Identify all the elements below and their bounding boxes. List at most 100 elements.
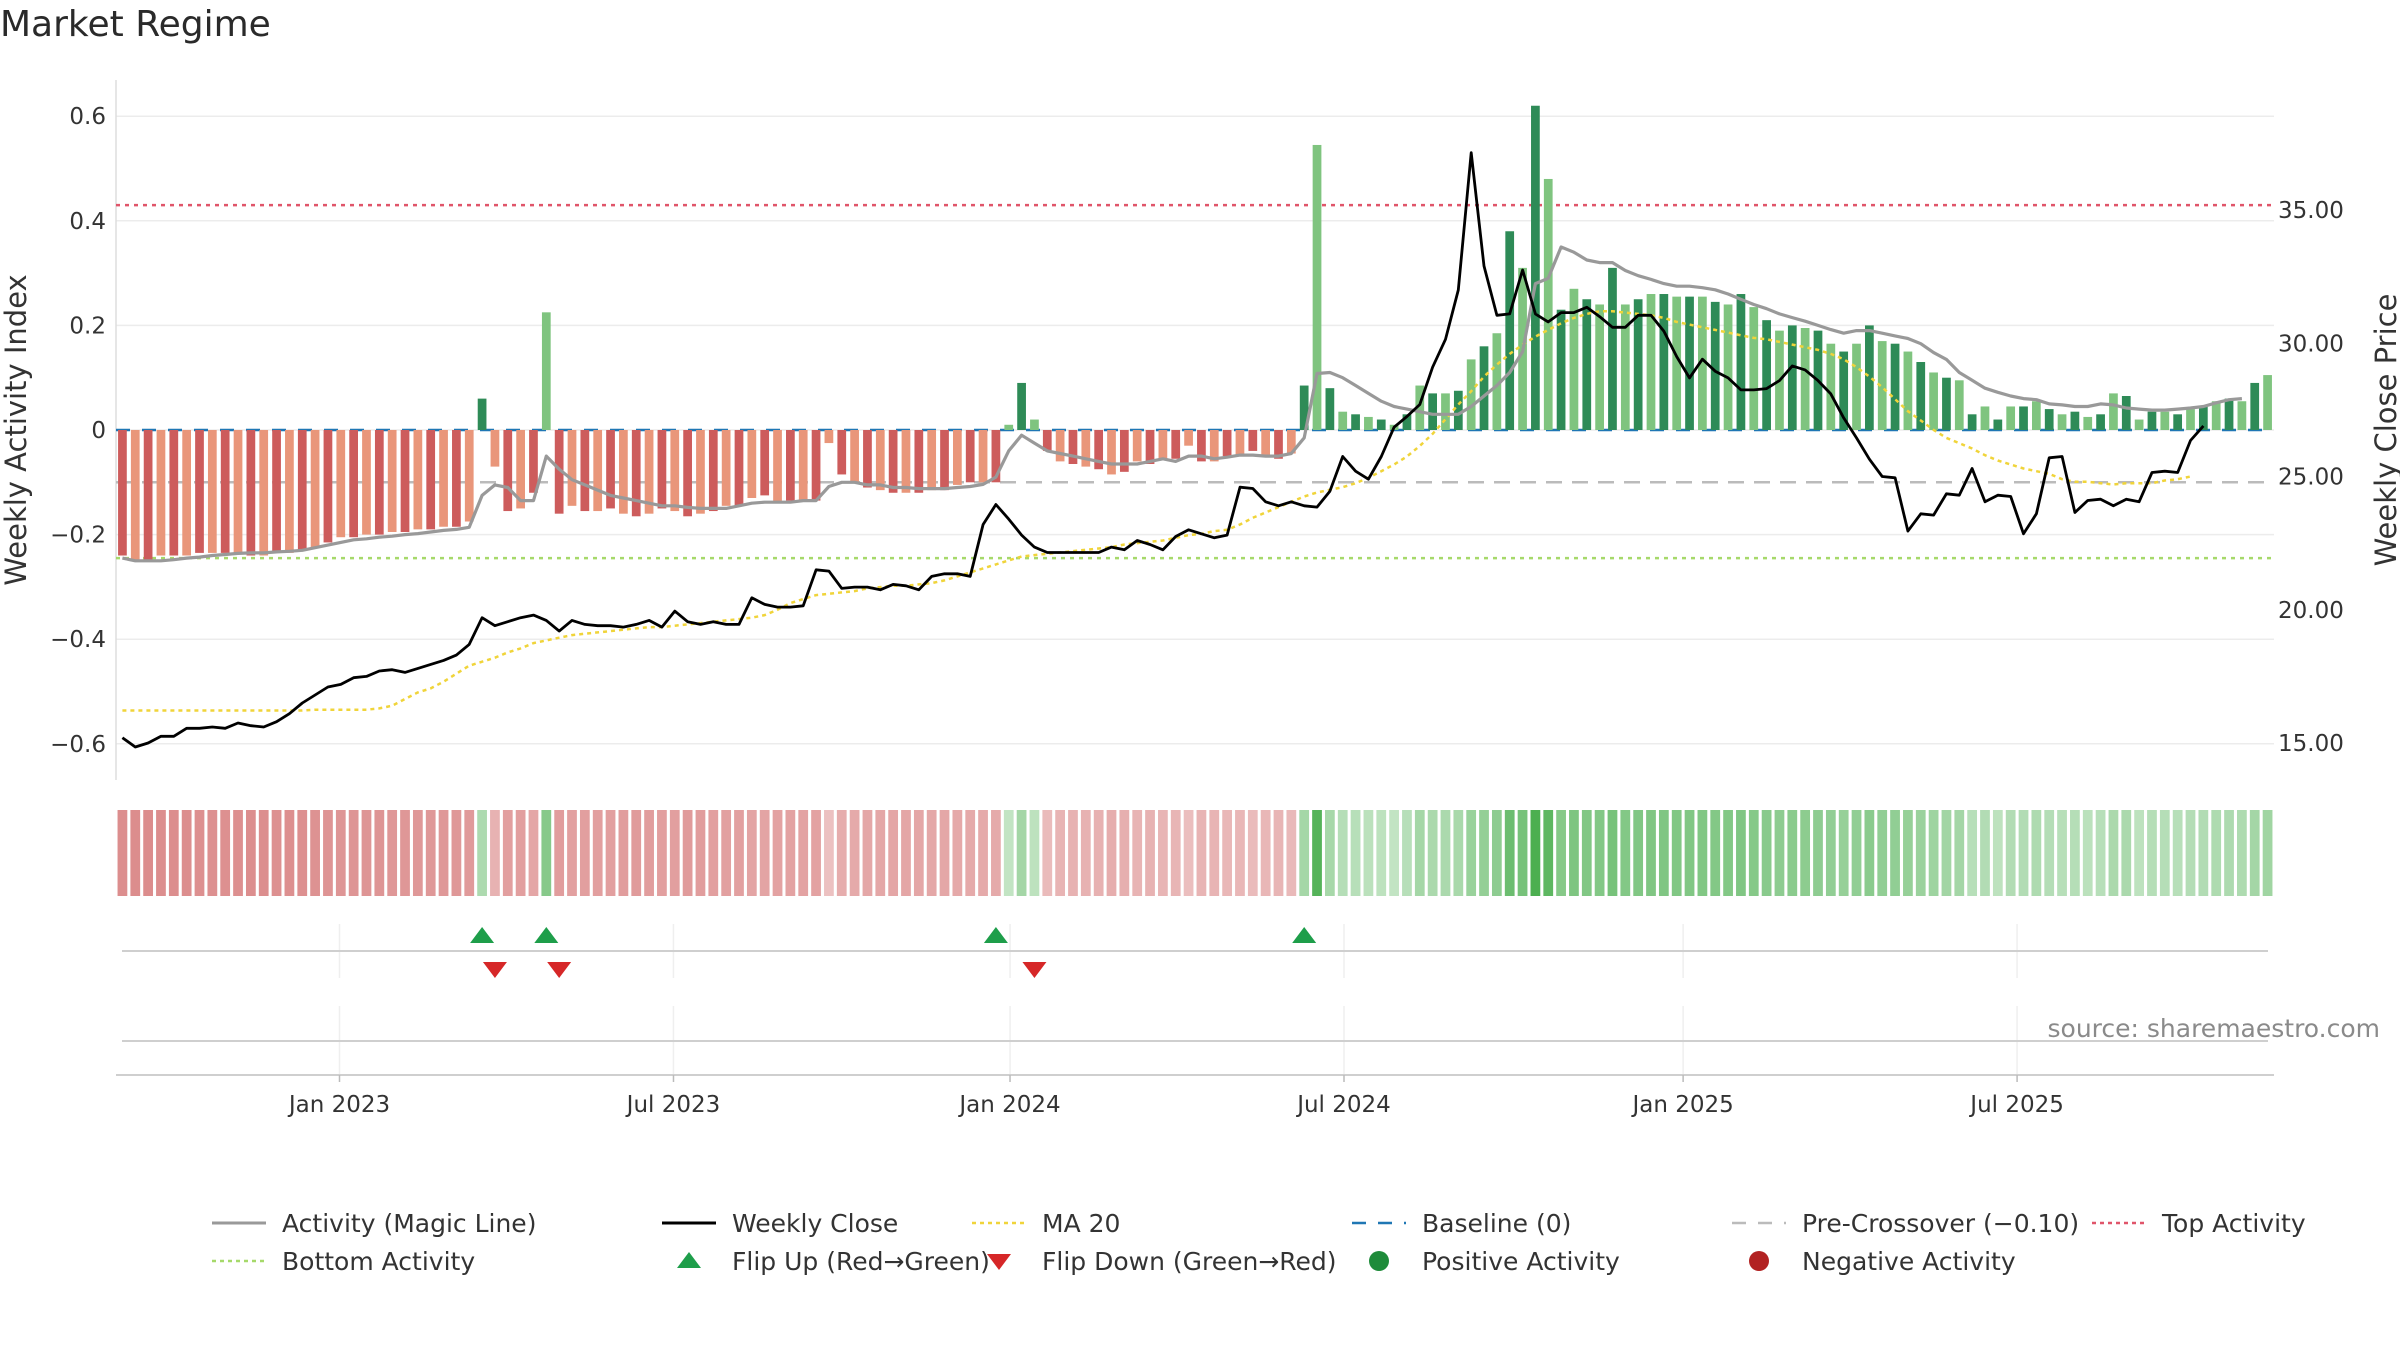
regime-cell <box>1992 810 2003 896</box>
regime-cell <box>926 810 937 896</box>
left-tick-label: −0.2 <box>50 523 106 549</box>
regime-cell <box>2057 810 2067 896</box>
activity-bar <box>747 430 757 498</box>
legend-label: Activity (Magic Line) <box>282 1208 537 1238</box>
regime-cell <box>387 810 398 896</box>
regime-cell <box>1402 810 1412 896</box>
activity-bar <box>914 430 924 493</box>
activity-bar <box>1865 325 1874 430</box>
regime-cell <box>1337 810 1348 896</box>
regime-cell <box>592 810 603 896</box>
legend-swatch <box>987 1254 1011 1270</box>
regime-cell <box>1710 810 1721 896</box>
regime-cell <box>284 810 295 896</box>
activity-bar <box>2096 414 2105 430</box>
regime-cell <box>618 810 629 896</box>
bottom-panel: Jan 2023 Jul 2023 Jan 2024 Jul 2024 Jan 2025… <box>116 1006 2274 1118</box>
activity-bar <box>2198 406 2208 430</box>
legend-item: Pre-Crossover (−0.10) <box>1730 1204 2079 1242</box>
flip-up-marker <box>534 927 559 943</box>
regime-cell <box>1389 810 1399 896</box>
regime-cell <box>181 810 192 896</box>
activity-bar <box>2109 393 2118 430</box>
regime-cell <box>1158 810 1168 896</box>
activity-bar <box>1852 343 1861 430</box>
regime-cell <box>515 810 526 896</box>
regime-cell <box>2018 810 2029 896</box>
chart-title: Market Regime <box>0 4 271 45</box>
regime-cell <box>1491 810 1502 896</box>
regime-cell <box>2198 810 2209 896</box>
regime-cell <box>220 810 231 896</box>
activity-bar <box>1749 307 1759 430</box>
regime-cell <box>374 810 385 896</box>
activity-bar <box>2237 401 2247 430</box>
regime-cell <box>2172 810 2183 896</box>
activity-bar <box>195 430 204 553</box>
regime-cell <box>734 810 744 896</box>
activity-bar <box>1338 411 1348 430</box>
activity-bar <box>169 430 179 556</box>
activity-bar <box>1248 430 1258 451</box>
activity-bar <box>374 430 384 535</box>
activity-bar <box>529 430 538 493</box>
flip-up-marker <box>1292 927 1317 943</box>
regime-cell <box>2147 810 2157 896</box>
activity-bar <box>2173 414 2183 430</box>
right-tick-label: 15.00 <box>2278 731 2344 757</box>
activity-bar <box>349 430 358 538</box>
activity-bar <box>503 430 513 512</box>
source-credit: source: sharemaestro.com <box>2047 1014 2381 1043</box>
right-tick-label: 30.00 <box>2278 331 2344 357</box>
activity-bar <box>2263 375 2272 430</box>
activity-bar <box>1286 430 1296 454</box>
regime-cell <box>2031 810 2042 896</box>
regime-cell <box>348 810 359 896</box>
regime-cell <box>1260 810 1271 896</box>
legend-swatch <box>1352 1221 1406 1225</box>
regime-cell <box>1903 810 1913 896</box>
regime-cell <box>1453 810 1464 896</box>
activity-bar <box>1453 390 1463 430</box>
activity-bar <box>1261 430 1271 457</box>
legend-item: Activity (Magic Line) <box>210 1204 536 1242</box>
regime-cell <box>1312 810 1322 896</box>
regime-cell <box>862 810 873 896</box>
regime-cell <box>2185 810 2196 896</box>
activity-bar <box>619 430 628 514</box>
regime-cell <box>1350 810 1361 896</box>
activity-bar <box>953 430 962 485</box>
activity-bar <box>580 430 590 512</box>
activity-bar <box>760 430 770 496</box>
ma20-line <box>122 310 2191 712</box>
activity-bar <box>541 312 551 430</box>
regime-cell <box>1504 810 1515 896</box>
activity-bar <box>182 430 192 556</box>
activity-bar <box>1479 346 1489 430</box>
activity-bar <box>2070 411 2080 430</box>
regime-cell <box>901 810 911 896</box>
activity-bar <box>1441 393 1450 430</box>
legend-label: Positive Activity <box>1422 1246 1620 1276</box>
activity-bar <box>1415 385 1425 430</box>
activity-bar <box>1132 430 1142 462</box>
left-tick-label: 0.2 <box>69 313 106 339</box>
activity-bar <box>683 430 692 517</box>
regime-cell <box>528 810 539 896</box>
regime-cell <box>682 810 693 896</box>
right-tick-label: 20.00 <box>2278 598 2344 624</box>
activity-bar <box>477 398 487 430</box>
regime-cell <box>1594 810 1605 896</box>
activity-bar <box>1608 267 1617 430</box>
activity-bar <box>567 430 577 506</box>
regime-cell <box>1324 810 1335 896</box>
activity-bar <box>439 430 448 527</box>
legend-label: Pre-Crossover (−0.10) <box>1802 1208 2080 1238</box>
regime-cell <box>605 810 616 896</box>
regime-cell <box>2249 810 2260 896</box>
activity-bar <box>2160 411 2170 430</box>
activity-bar <box>1055 430 1065 462</box>
regime-cell <box>1299 810 1310 896</box>
activity-bar <box>1299 385 1309 430</box>
activity-bar <box>2121 396 2131 430</box>
